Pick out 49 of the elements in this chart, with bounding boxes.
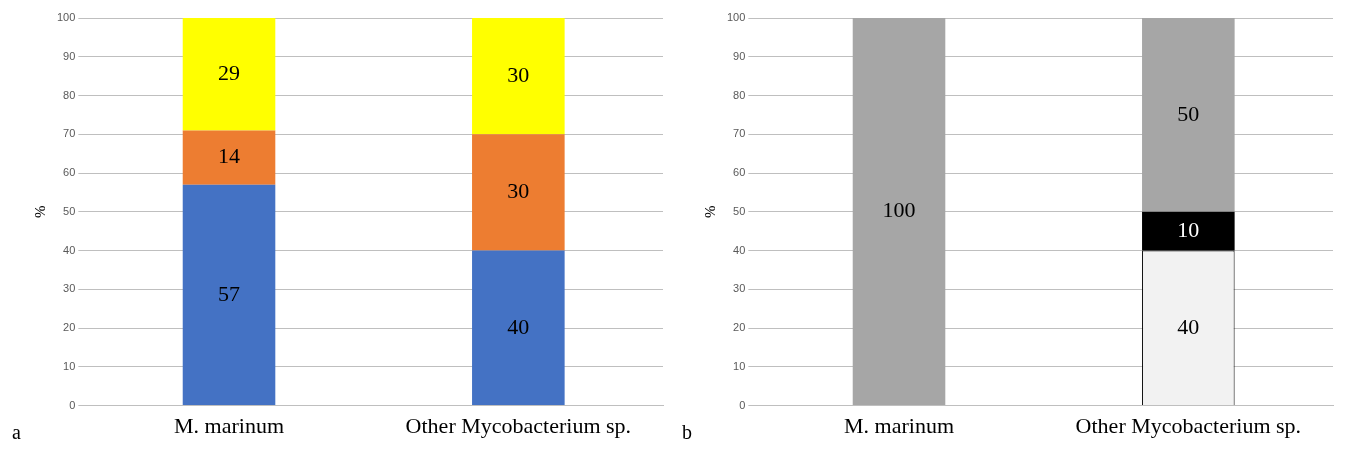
bar [472,18,565,135]
x-tick-label: M. marinum [174,412,285,438]
y-tick-label: 80 [63,88,76,101]
y-tick-label: 20 [63,321,76,334]
bar [182,184,276,406]
bar [182,130,276,185]
bar [472,250,565,406]
y-tick-label: 70 [63,127,76,140]
y-tick-label: 100 [726,11,746,24]
y-tick-label: 0 [739,398,746,411]
bar [1142,211,1235,251]
bar [852,18,946,406]
text: a [12,421,21,444]
y-tick-label: 10 [733,359,746,372]
data-label: 57 [218,280,241,306]
y-tick-label: 90 [63,49,76,62]
bar [1142,18,1235,212]
y-axis-title: % [31,205,48,219]
y-tick-label: 30 [63,282,76,295]
x-tick-label: Other Mycobacterium sp. [1075,412,1302,438]
y-tick-label: 0 [69,398,76,411]
data-label: 30 [507,178,530,204]
y-tick-label: 30 [733,282,746,295]
data-label: 50 [1177,100,1200,126]
data-label: 10 [1177,216,1200,242]
data-label: 14 [218,143,241,169]
y-tick-label: 10 [63,359,76,372]
y-tick-label: 70 [733,127,746,140]
y-tick-label: 60 [733,166,746,179]
bar [472,134,565,251]
y-tick-label: 100 [56,11,76,24]
y-tick-label: 50 [63,204,76,217]
y-tick-label: 50 [733,204,746,217]
y-tick-label: 90 [733,49,746,62]
y-axis-title: % [701,205,718,219]
y-tick-label: 80 [733,88,746,101]
data-label: 30 [507,61,530,87]
x-tick-label: Other Mycobacterium sp. [405,412,632,438]
text: b [682,421,692,444]
bar [182,18,276,131]
data-label: 29 [218,59,241,85]
data-label: 40 [1177,313,1200,339]
data-label: 40 [507,313,530,339]
y-tick-label: 40 [63,243,76,256]
y-tick-label: 20 [733,321,746,334]
y-tick-label: 40 [733,243,746,256]
data-label: 100 [882,197,916,223]
x-tick-label: M. marinum [844,412,955,438]
y-tick-label: 60 [63,166,76,179]
